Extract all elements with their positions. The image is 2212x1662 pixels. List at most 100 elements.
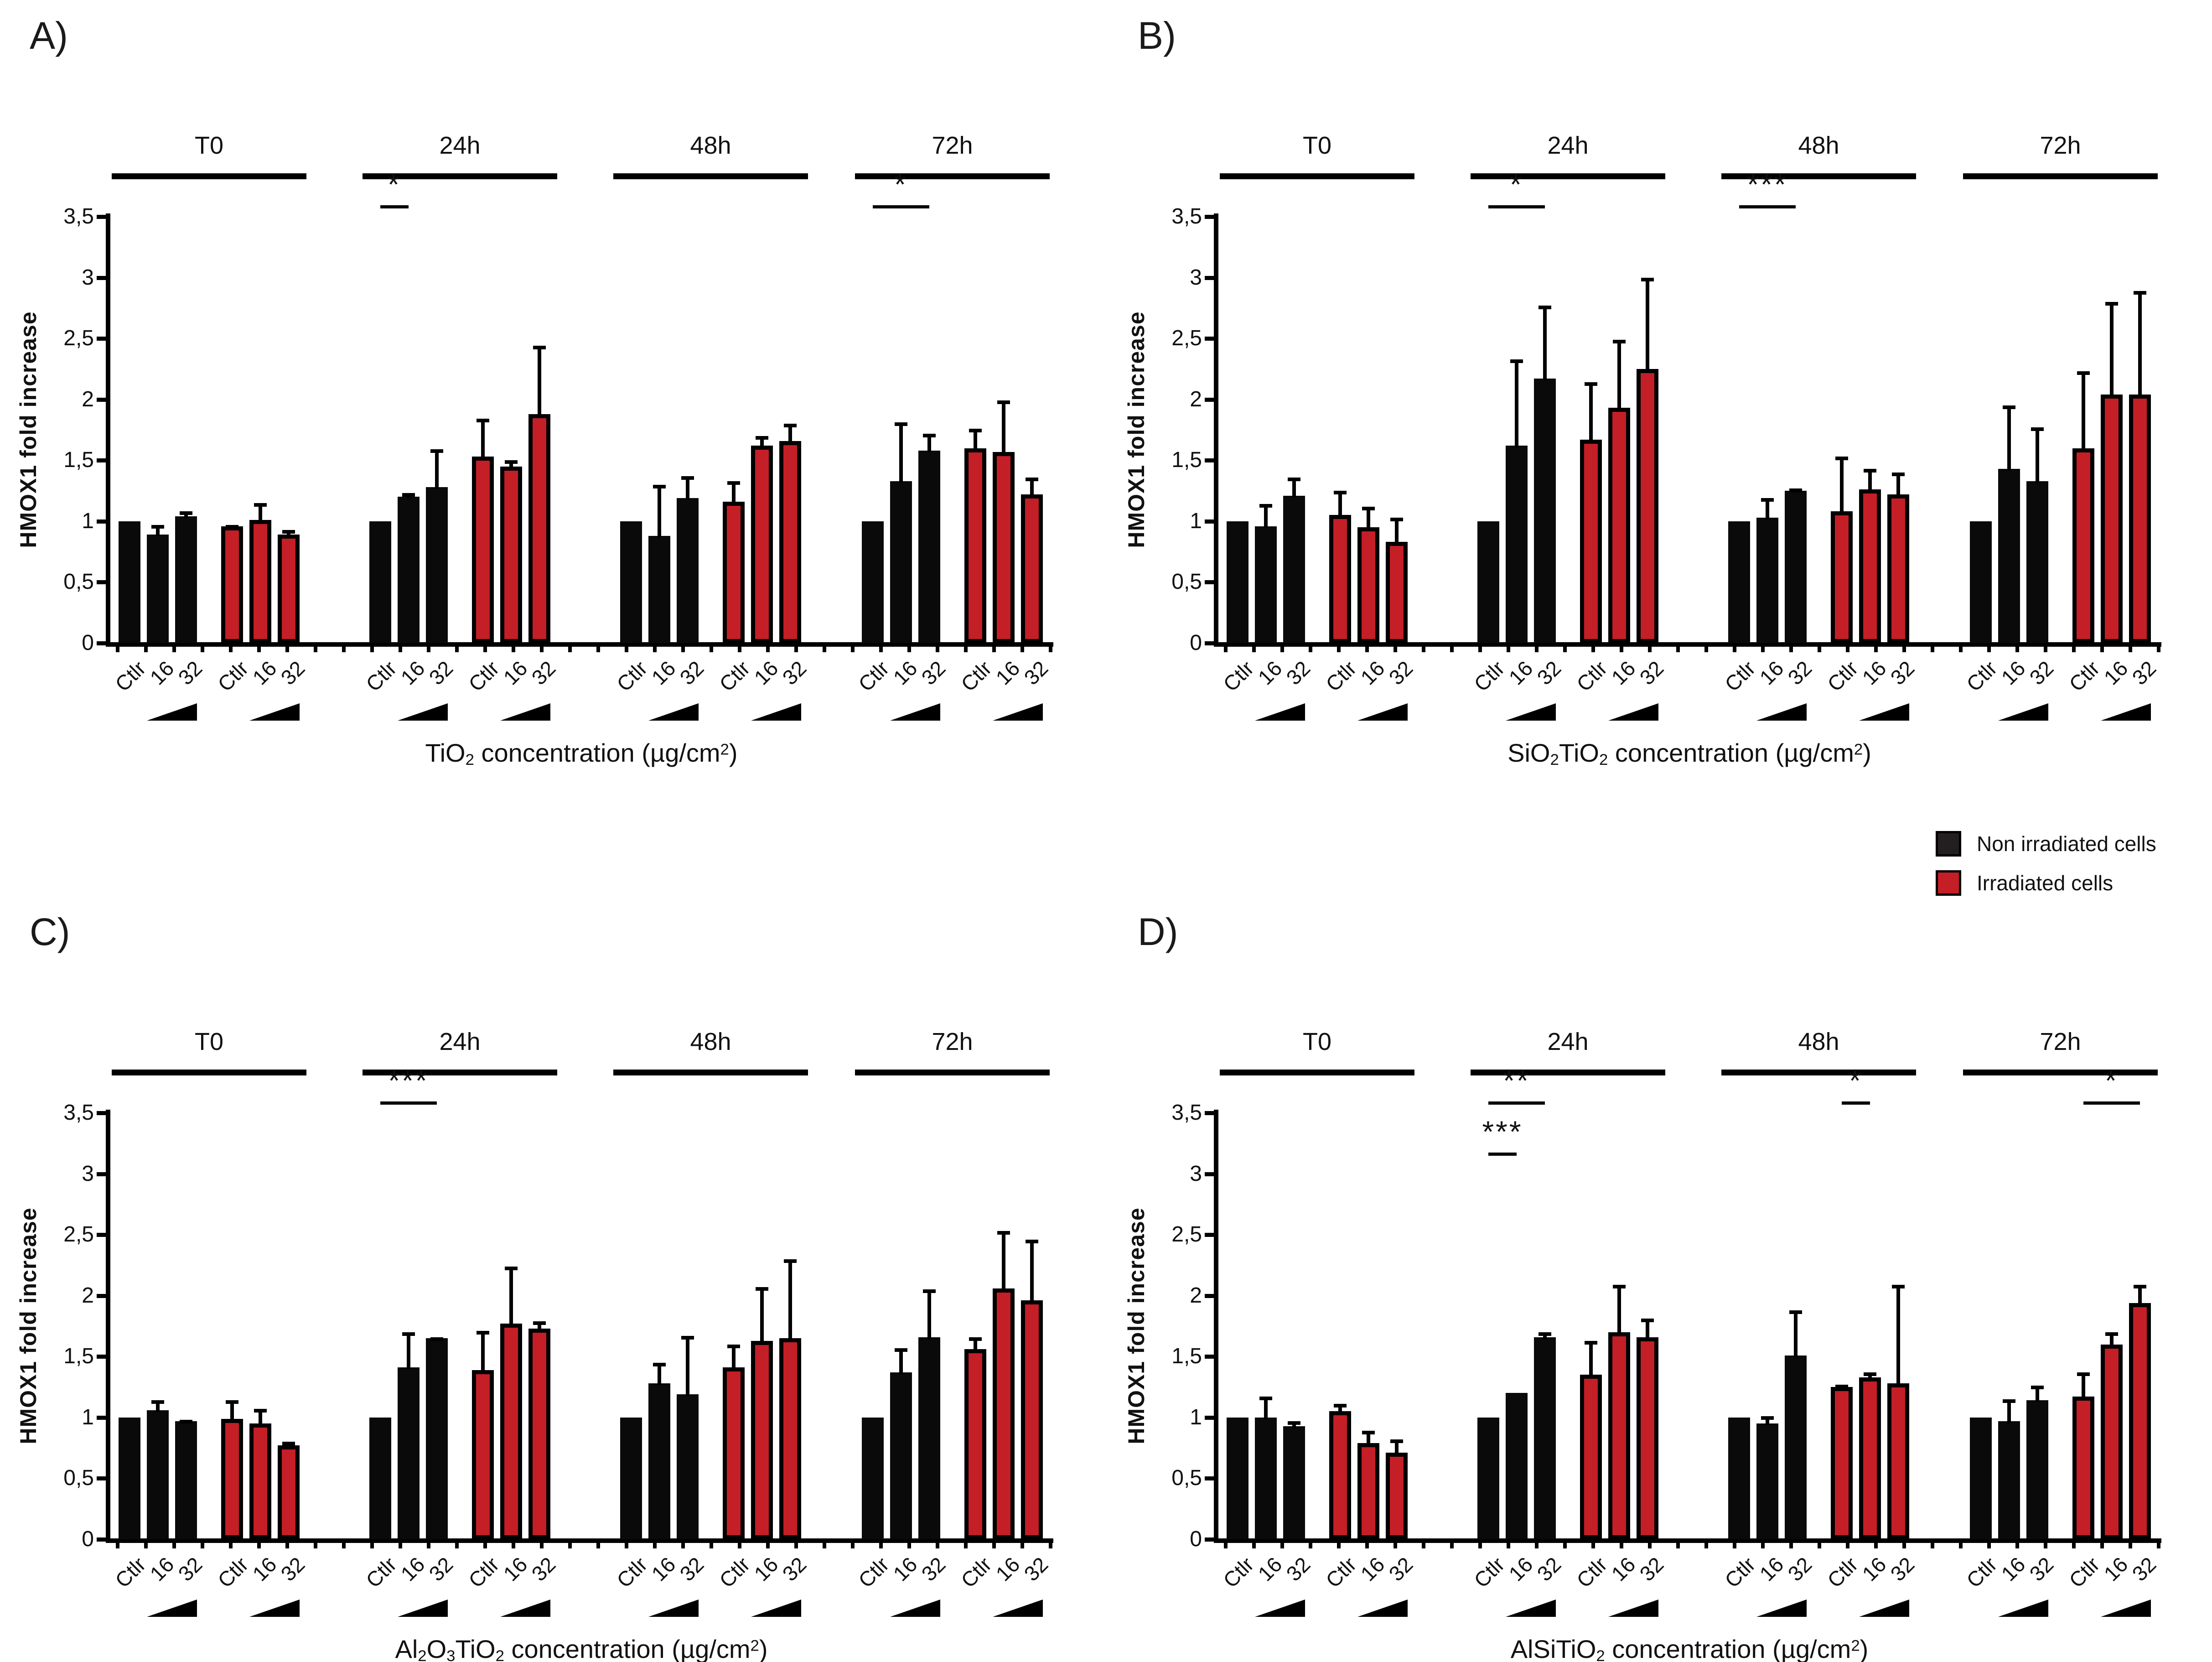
error-cap-d-T0-irradiated-Ctlr <box>1334 1404 1347 1408</box>
x-axis-title-segment: Al <box>395 1635 418 1662</box>
x-tick-mark-b <box>1309 644 1312 652</box>
x-tick-mark-c <box>1021 1540 1024 1548</box>
legend-label-irradiated: Irradiated cells <box>1977 871 2114 895</box>
x-axis-title-segment: concentration (µg/cm <box>1608 738 1854 767</box>
timepoint-bar-a-72h <box>855 173 1050 179</box>
x-axis-title-a: TiO2 concentration (µg/cm2) <box>109 738 1053 769</box>
timepoint-bar-d-24h <box>1471 1070 1665 1075</box>
x-tick-mark-d <box>1365 1540 1369 1548</box>
x-tick-mark-b <box>2157 644 2160 652</box>
y-tick-d <box>1205 1355 1215 1359</box>
x-tick-mark-c <box>257 1540 261 1548</box>
y-tick-label-d: 2 <box>1190 1283 1202 1308</box>
x-axis-title-segment: 2 <box>465 751 474 769</box>
error-cap-b-24h-irradiated-32 <box>1641 277 1654 281</box>
x-tick-mark-d <box>1620 1540 1623 1548</box>
x-tick-mark-c <box>936 1540 939 1548</box>
error-cap-d-48h-irradiated-Ctlr <box>1835 1384 1848 1388</box>
x-tick-mark-d <box>1394 1540 1397 1548</box>
y-tick-label-b: 2,5 <box>1171 326 1202 351</box>
bar-c-24h-irradiated-32 <box>528 1329 550 1539</box>
x-axis-title-segment: 2 <box>418 1647 427 1662</box>
bar-c-48h-non_irradiated-16 <box>648 1383 670 1539</box>
x-tick-mark-a <box>766 644 770 652</box>
y-tick-label-a: 1,5 <box>63 448 94 473</box>
error-cap-a-72h-non_irradiated-16 <box>895 422 907 426</box>
error-cap-a-T0-non_irradiated-16 <box>151 525 164 529</box>
y-tick-label-c: 1 <box>82 1405 94 1429</box>
y-axis-line-a <box>106 213 110 647</box>
concentration-ramp-icon-d-72h-irradiated <box>2101 1600 2151 1617</box>
x-tick-mark-c <box>568 1540 572 1548</box>
y-tick-label-a: 3,5 <box>63 204 94 229</box>
error-bar-c-T0-irradiated-Ctlr <box>230 1400 234 1421</box>
error-bar-b-48h-irradiated-16 <box>1868 468 1872 491</box>
x-tick-mark-c <box>314 1540 317 1548</box>
error-cap-c-72h-irradiated-32 <box>1026 1239 1038 1243</box>
x-tick-mark-c <box>285 1540 289 1548</box>
x-tick-mark-a <box>427 644 430 652</box>
y-tick-label-d: 3 <box>1190 1161 1202 1186</box>
x-tick-mark-c <box>229 1540 233 1548</box>
error-cap-d-T0-non_irradiated-32 <box>1288 1421 1300 1425</box>
bar-d-48h-non_irradiated-16 <box>1756 1423 1778 1539</box>
error-bar-a-T0-non_irradiated-16 <box>156 525 160 536</box>
bar-d-72h-non_irradiated-32 <box>2026 1400 2048 1539</box>
y-tick-d <box>1205 1415 1215 1420</box>
timepoint-bar-c-48h <box>613 1070 808 1075</box>
panel-b-chart: 0 0,5 1 1,5 2 2,5 3 3,5 T0 Ctlr 16 32 Ctlr 16 32 24h Ctl… <box>1113 9 2207 821</box>
timepoint-label-b-72h: 72h <box>2040 132 2081 159</box>
error-cap-a-48h-non_irradiated-32 <box>681 476 694 480</box>
error-bar-d-T0-irradiated-Ctlr <box>1338 1404 1342 1413</box>
significance-stars-d-72h-0: * <box>2105 1064 2119 1097</box>
timepoint-label-c-T0: T0 <box>194 1028 224 1055</box>
timepoint-bar-d-T0 <box>1220 1070 1414 1075</box>
error-bar-c-72h-non_irradiated-16 <box>899 1348 903 1374</box>
error-cap-b-T0-irradiated-16 <box>1362 506 1375 510</box>
error-bar-c-48h-irradiated-16 <box>760 1287 764 1343</box>
y-tick-c <box>97 1476 107 1481</box>
x-tick-mark-c <box>823 1540 826 1548</box>
error-cap-d-72h-non_irradiated-32 <box>2031 1386 2044 1390</box>
error-cap-b-72h-non_irradiated-16 <box>2003 405 2015 410</box>
bar-d-48h-irradiated-16 <box>1859 1377 1881 1539</box>
y-tick-d <box>1205 1172 1215 1176</box>
bar-d-48h-non_irradiated-32 <box>1785 1356 1807 1539</box>
error-bar-a-72h-non_irradiated-32 <box>927 433 931 452</box>
error-bar-c-72h-irradiated-32 <box>1030 1239 1034 1302</box>
x-tick-mark-d <box>2044 1540 2047 1548</box>
x-tick-mark-c <box>116 1540 119 1548</box>
error-bar-d-24h-irradiated-32 <box>1646 1319 1649 1339</box>
x-tick-mark-b <box>1902 644 1906 652</box>
bar-d-T0-irradiated-16 <box>1357 1443 1379 1539</box>
x-tick-mark-b <box>2072 644 2076 652</box>
x-tick-mark-a <box>116 644 119 652</box>
y-tick-c <box>97 1537 107 1542</box>
y-tick-label-c: 2 <box>82 1283 94 1308</box>
y-tick-label-d: 3,5 <box>1171 1101 1202 1125</box>
concentration-ramp-icon-d-T0-non_irradiated <box>1255 1600 1305 1617</box>
x-tick-mark-a <box>540 644 544 652</box>
y-tick-label-c: 1,5 <box>63 1344 94 1369</box>
error-cap-a-T0-non_irradiated-32 <box>180 511 192 515</box>
x-tick-mark-a <box>512 644 515 652</box>
concentration-ramp-icon-d-48h-non_irradiated <box>1756 1600 1807 1617</box>
bar-c-24h-irradiated-16 <box>500 1324 522 1539</box>
panel-d-label: D) <box>1138 910 1178 953</box>
bar-b-72h-non_irradiated-16 <box>1998 469 2020 643</box>
x-tick-mark-d <box>1224 1540 1228 1548</box>
bar-d-T0-non_irradiated-32 <box>1283 1426 1305 1539</box>
x-tick-mark-a <box>399 644 402 652</box>
error-bar-a-24h-non_irradiated-32 <box>435 449 439 489</box>
concentration-ramp-icon-a-72h-non_irradiated <box>890 703 940 721</box>
error-cap-c-72h-irradiated-Ctlr <box>969 1337 982 1341</box>
bar-c-T0-irradiated-16 <box>249 1423 271 1539</box>
concentration-ramp-icon-b-24h-non_irradiated <box>1506 703 1556 721</box>
error-bar-c-48h-non_irradiated-32 <box>686 1335 689 1396</box>
y-tick-label-b: 3 <box>1190 265 1202 290</box>
y-tick-b <box>1205 641 1215 645</box>
bar-a-48h-irradiated-Ctlr <box>723 502 745 643</box>
bar-b-24h-non_irradiated-32 <box>1534 379 1556 643</box>
timepoint-label-d-24h: 24h <box>1547 1028 1589 1055</box>
legend-label-non-irradiated: Non irradiated cells <box>1977 832 2156 856</box>
